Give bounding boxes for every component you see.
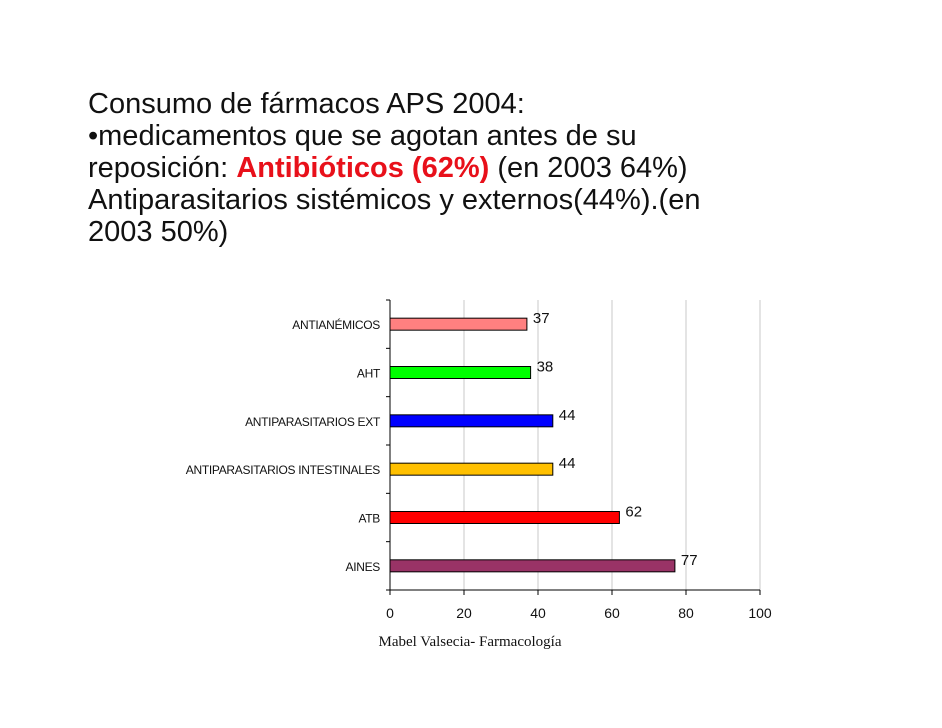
bar (389, 366, 532, 379)
bar (389, 559, 676, 573)
bar (389, 462, 554, 476)
category-label: AINES (345, 560, 380, 574)
heading-highlight-antibioticos: Antibióticos (62%) (236, 152, 490, 184)
footer-credit: Mabel Valsecia- Farmacología (0, 634, 942, 651)
category-label: ANTIANÉMICOS (292, 317, 380, 332)
category-label: ANTIPARASITARIOS EXT (245, 415, 381, 429)
x-tick-label: 60 (604, 605, 620, 621)
data-label: 38 (537, 359, 554, 376)
heading-line-4: Antiparasitarios sistémicos y externos(4… (88, 184, 701, 216)
x-tick-label: 80 (678, 605, 694, 621)
heading-line-5: 2003 50%) (88, 216, 229, 248)
category-label: ATB (358, 512, 380, 526)
bar (389, 414, 554, 428)
heading-line-3: reposición: Antibióticos (62%) (en 2003 … (88, 152, 908, 184)
x-tick-label: 20 (456, 605, 472, 621)
bar (389, 317, 528, 331)
bar (389, 511, 620, 524)
x-tick-label: 100 (748, 605, 772, 621)
data-label: 44 (559, 407, 576, 424)
data-label: 77 (681, 552, 698, 569)
heading-line-2: •medicamentos que se agotan antes de su (88, 120, 637, 152)
footer-text: Mabel Valsecia- Farmacología (378, 634, 562, 650)
heading-line-3-suffix: (en 2003 64%) (489, 152, 688, 184)
x-tick-label: 0 (386, 605, 394, 621)
slide-heading: Consumo de fármacos APS 2004: •medicamen… (88, 88, 908, 248)
heading-line-1: Consumo de fármacos APS 2004: (88, 88, 525, 120)
data-label: 37 (533, 310, 550, 327)
data-label: 62 (625, 504, 642, 521)
heading-line-3-prefix: reposición: (88, 152, 237, 184)
x-tick-label: 40 (530, 605, 546, 621)
category-label: AHT (357, 367, 381, 381)
category-label: ANTIPARASITARIOS INTESTINALES (186, 463, 381, 477)
data-label: 44 (559, 455, 576, 472)
